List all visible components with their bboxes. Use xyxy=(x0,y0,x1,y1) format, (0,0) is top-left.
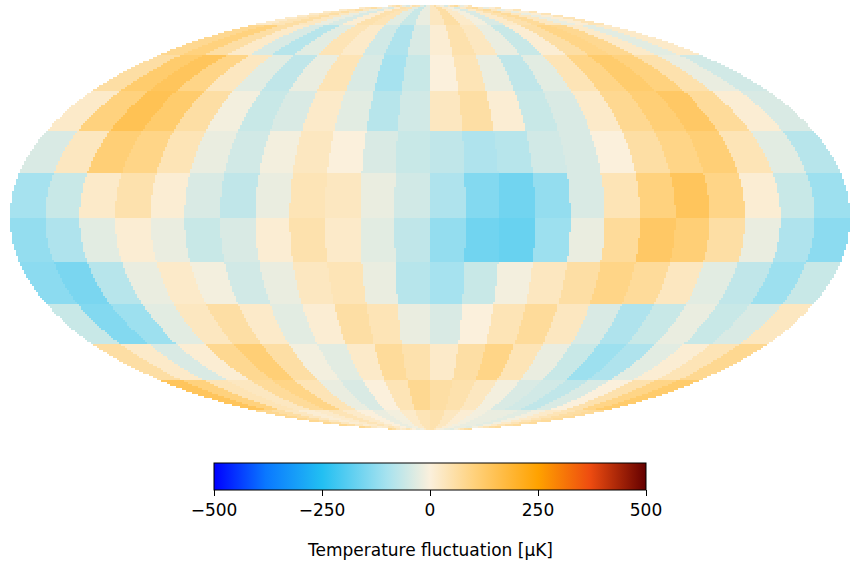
svg-text:500: 500 xyxy=(630,500,662,520)
svg-text:0: 0 xyxy=(425,500,436,520)
svg-text:−250: −250 xyxy=(299,500,346,520)
svg-text:250: 250 xyxy=(522,500,554,520)
svg-text:−500: −500 xyxy=(191,500,238,520)
svg-text:Temperature fluctuation [μK]: Temperature fluctuation [μK] xyxy=(307,540,553,560)
